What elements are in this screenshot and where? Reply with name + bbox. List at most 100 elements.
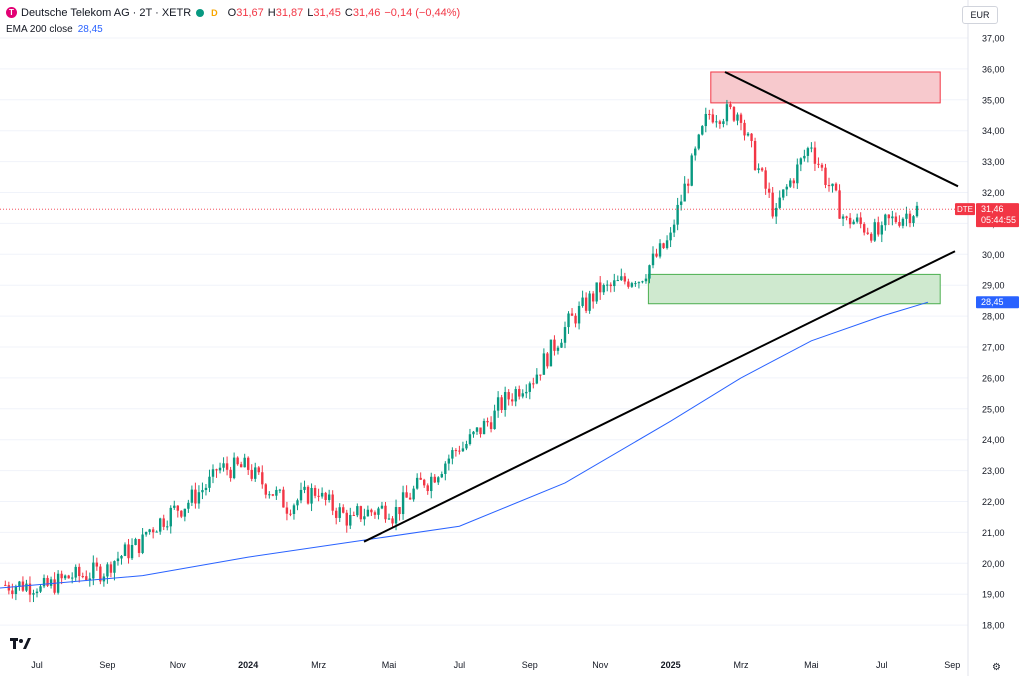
candle-body [599, 282, 602, 293]
price-tick-label: 33,00 [982, 157, 1005, 167]
candle-body [518, 389, 521, 397]
candle-body [739, 114, 743, 123]
candle-body [282, 489, 285, 508]
candle-body [116, 558, 120, 562]
candle-body [137, 539, 141, 553]
candle-body [528, 383, 531, 392]
candle-body [218, 467, 222, 471]
ema-legend-label[interactable]: EMA 200 close [6, 23, 73, 35]
candle-body [454, 450, 458, 452]
high-value: 31,87 [275, 6, 304, 19]
candle-body [479, 427, 482, 435]
candle-body [239, 464, 243, 468]
candle-body [190, 489, 194, 503]
time-tick-label: Nov [170, 660, 187, 670]
settings-gear-icon[interactable]: ⚙ [992, 662, 1001, 673]
candle-body [254, 467, 257, 479]
candle-body [306, 486, 310, 504]
candle-body [648, 265, 651, 279]
close-label: C [344, 6, 353, 19]
candle-body [722, 121, 725, 124]
price-tick-label: 18,00 [982, 621, 1005, 631]
candle-body [662, 243, 665, 249]
price-tick-label: 27,00 [982, 343, 1005, 353]
open-label: O [227, 6, 237, 19]
candle-body [813, 147, 817, 164]
candle-body [426, 485, 429, 492]
candle-body [335, 510, 338, 518]
candle-body [549, 339, 553, 367]
candle-body [651, 253, 655, 266]
time-tick-label: 2025 [661, 660, 681, 670]
low-value: 31,45 [313, 6, 341, 19]
price-tick-label: 29,00 [982, 281, 1005, 291]
candle-body [370, 509, 373, 513]
candle-body [384, 505, 387, 520]
candle-body [415, 477, 419, 489]
candle-body [444, 463, 447, 475]
candle-body [303, 486, 306, 490]
time-tick-label: Mai [804, 660, 819, 670]
delay-badge: D [211, 7, 218, 18]
trendlines [0, 71, 968, 543]
candle-body [285, 507, 289, 514]
candle-body [507, 392, 510, 400]
resistance-zone [710, 71, 941, 104]
candle-body [595, 282, 598, 302]
candle-body [767, 188, 771, 193]
candle-body [500, 397, 503, 410]
candle-body [236, 457, 239, 465]
candle-body [264, 484, 267, 495]
symbol-title[interactable]: Deutsche Telekom AG · 2T · XETR [21, 6, 192, 19]
candle-body [92, 562, 95, 579]
candle-body [289, 513, 292, 515]
candle-body [134, 539, 137, 546]
price-axis: 18,00 19,00 20,00 21,00 22,00 23,00 24,00 25,00… [967, 0, 1005, 676]
candle-body [373, 512, 377, 515]
candle-body [655, 253, 658, 257]
candle-body [827, 184, 831, 187]
candle-body [690, 155, 693, 186]
candle-body [539, 374, 542, 376]
candle-body [472, 431, 475, 435]
candle-body [475, 427, 479, 432]
candle-body [778, 197, 781, 208]
change-value: −0,14 (−0,44%) [384, 6, 461, 19]
candle-body [194, 489, 197, 504]
candle-body [46, 577, 49, 586]
candle-body [908, 213, 912, 224]
candle-body [331, 494, 334, 511]
candle-body [215, 469, 218, 471]
zones [647, 71, 941, 305]
candle-body [567, 313, 570, 328]
candle-body [672, 224, 676, 233]
candle-body [211, 469, 215, 477]
candle-body [679, 201, 683, 205]
candle-body [848, 217, 852, 225]
candle-body [144, 531, 148, 535]
ema-price-tag [976, 296, 1019, 309]
time-tick-label: Mrz [311, 660, 326, 670]
candle-body [658, 243, 662, 257]
candle-body [99, 566, 102, 582]
candle-body [380, 505, 384, 509]
candle-body [155, 531, 158, 533]
candle-body [855, 217, 859, 222]
candle-body [687, 183, 690, 186]
market-status-icon [196, 8, 205, 17]
candle-body [401, 492, 405, 515]
candle-body [511, 399, 514, 402]
close-value: 31,46 [352, 6, 381, 19]
candle-body [732, 106, 736, 121]
currency-selector[interactable]: EUR [962, 6, 998, 24]
candle-body [546, 353, 549, 367]
price-tick-label: 32,00 [982, 188, 1005, 198]
price-tick-label: 23,00 [982, 466, 1005, 476]
candle-body [789, 180, 792, 187]
candle-body [831, 183, 834, 187]
last-price-label: 31,46 [981, 204, 1004, 214]
candle-body [377, 508, 380, 515]
tradingview-logo-icon[interactable] [10, 637, 32, 656]
candle-body [577, 305, 581, 324]
